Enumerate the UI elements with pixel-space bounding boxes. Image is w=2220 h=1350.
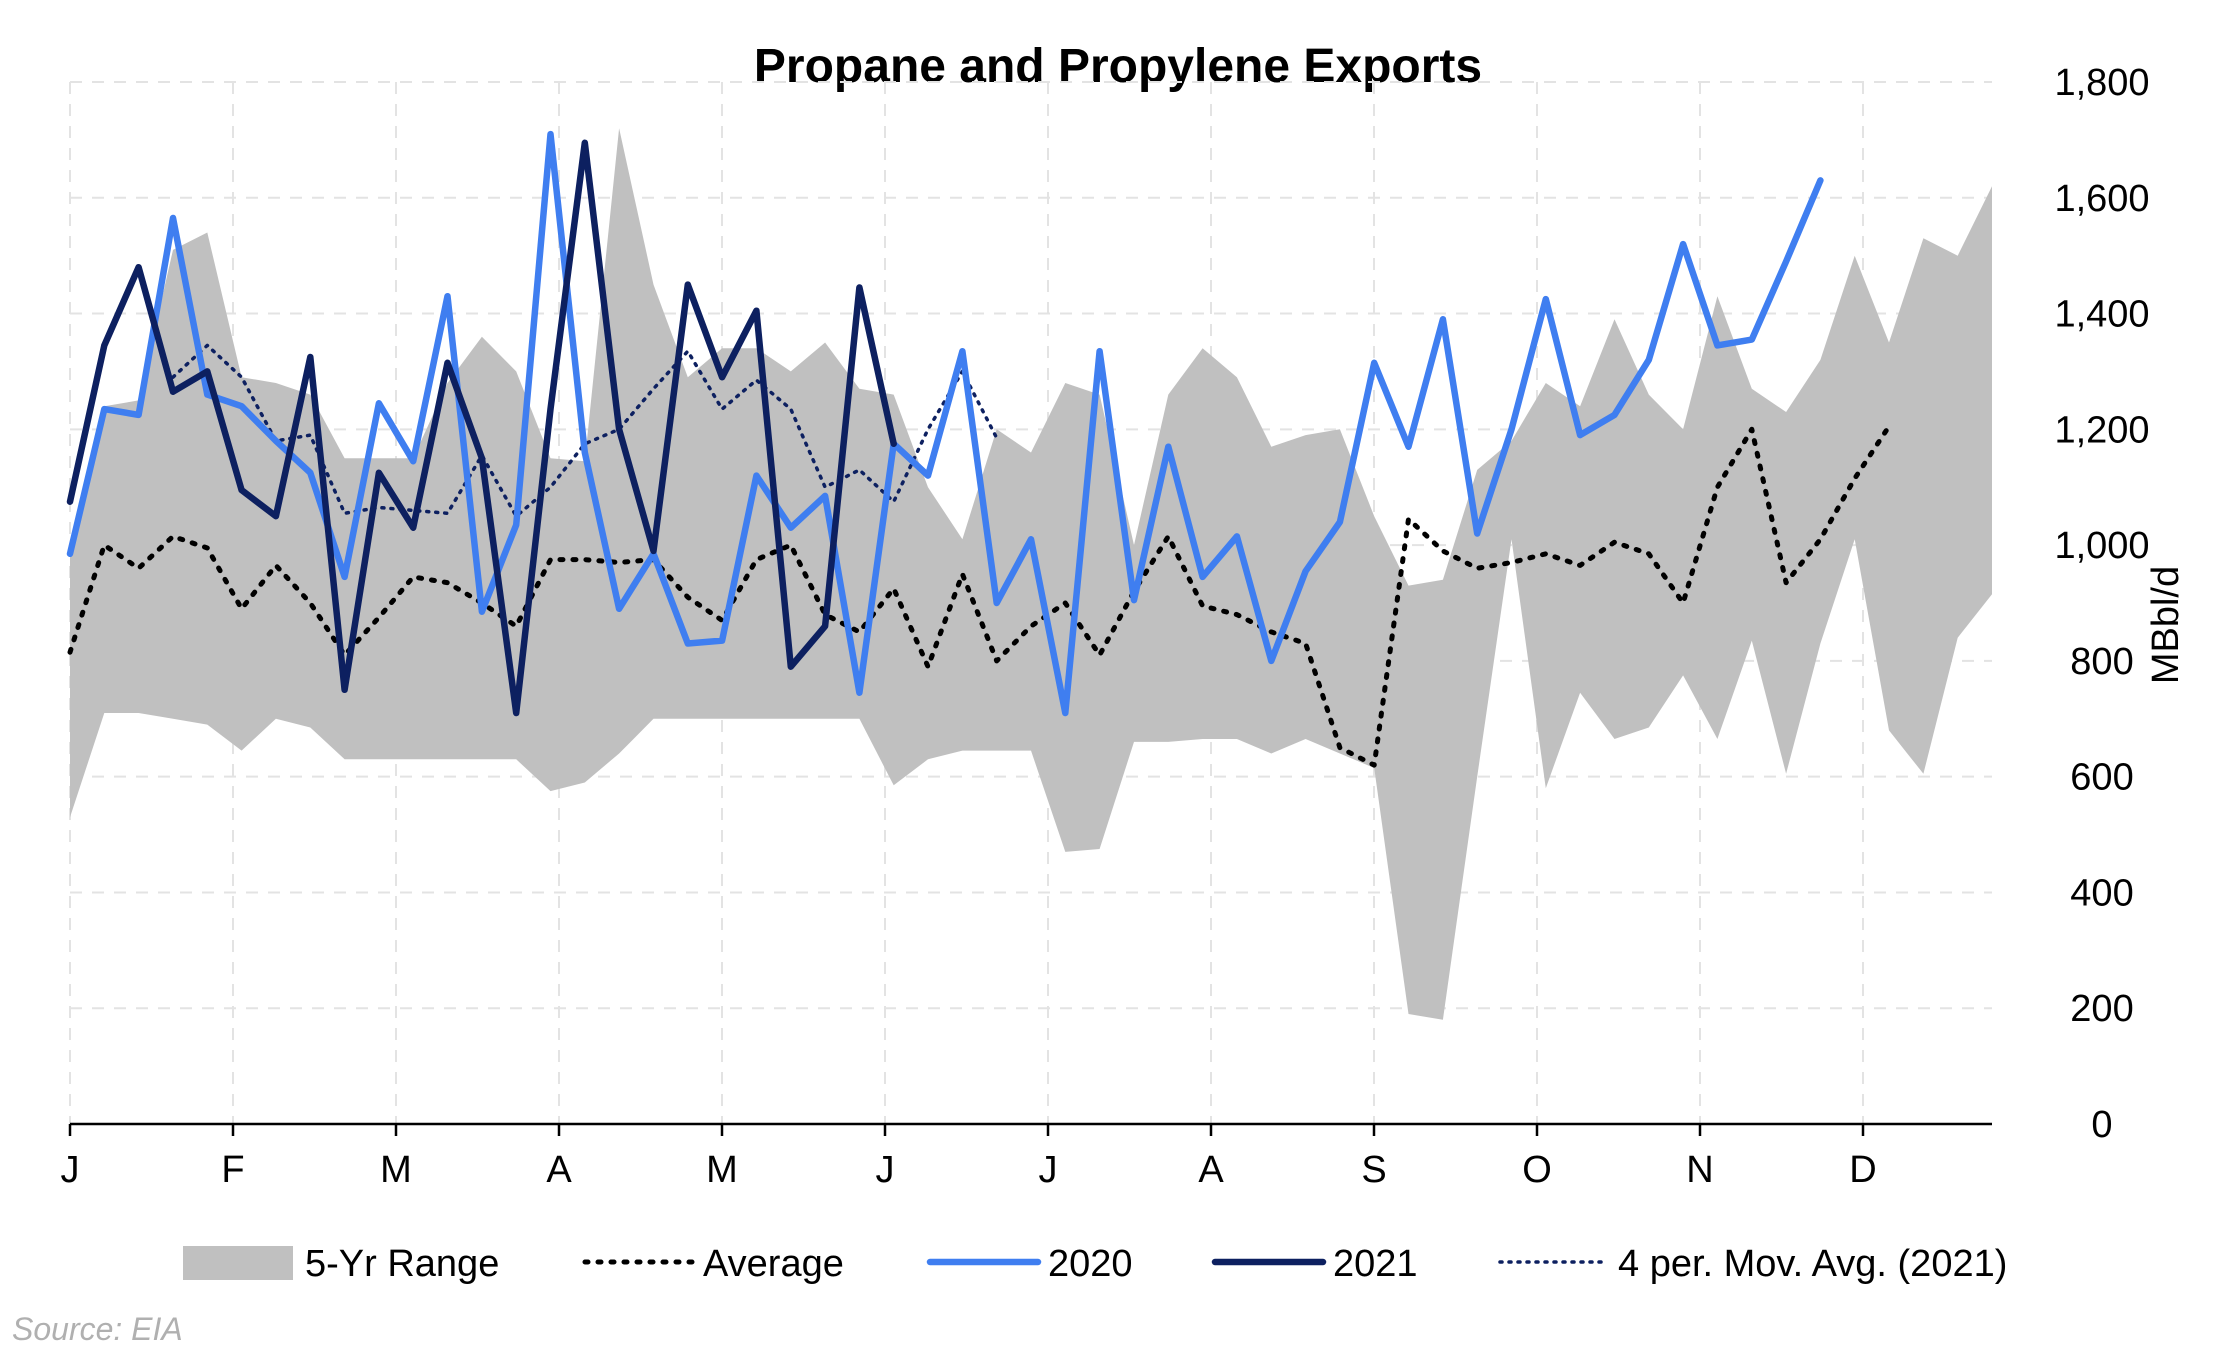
series-line-4-per-mov-avg-2021: [171, 343, 999, 518]
legend-item: 5-Yr Range: [183, 1243, 499, 1285]
y-tick-label: 400: [2070, 872, 2133, 914]
x-tick-label: N: [1686, 1149, 1713, 1191]
legend-item: 4 per. Mov. Avg. (2021): [1498, 1243, 2007, 1285]
legend: 5-Yr Range Average 2020 2021 4 per. Mov. Avg…: [183, 1243, 2007, 1285]
legend-label: 4 per. Mov. Avg. (2021): [1618, 1243, 2007, 1285]
x-tick-label: J: [876, 1149, 895, 1191]
legend-label: 2021: [1333, 1243, 1418, 1285]
x-tick-label: M: [706, 1149, 738, 1191]
legend-item: Average: [582, 1243, 844, 1285]
five-year-range-layer: [70, 128, 1992, 1020]
series-line-2021: [66, 139, 897, 717]
source-note: Source: EIA: [12, 1311, 183, 1347]
gridlines: [69, 81, 1992, 1124]
legend-label: 5-Yr Range: [305, 1243, 499, 1285]
y-tick-label: 1,600: [2054, 178, 2149, 220]
legend-item: 2021: [1211, 1243, 1418, 1285]
y-tick-label: 1,800: [2054, 62, 2149, 104]
y-tick-label: 200: [2070, 988, 2133, 1030]
x-tick-label: M: [380, 1149, 412, 1191]
x-axis: [68, 1122, 1992, 1136]
x-tick-label: A: [546, 1149, 572, 1191]
y-tick-label: 800: [2070, 641, 2133, 683]
legend-label: Average: [703, 1243, 844, 1285]
y-tick-label: 1,400: [2054, 294, 2149, 336]
series-layer: [66, 130, 1892, 768]
series-line-average: [67, 423, 1892, 768]
x-tick-label: J: [61, 1149, 80, 1191]
y-tick-label: 1,200: [2054, 409, 2149, 451]
y-axis-label: MBbl/d: [2145, 566, 2187, 684]
legend-swatch-range: [183, 1246, 293, 1280]
series-line-2020: [66, 130, 1824, 717]
x-tick-label: F: [221, 1149, 244, 1191]
x-tick-label: A: [1198, 1149, 1224, 1191]
x-tick-label: D: [1849, 1149, 1876, 1191]
chart-title: Propane and Propylene Exports: [754, 40, 1482, 93]
legend-item: 2020: [926, 1243, 1133, 1285]
x-tick-label: J: [1039, 1149, 1058, 1191]
y-axis-tick-labels: 0 200 400 600 800 1,000 1,200 1,400 1,600 1,800: [2054, 62, 2149, 1146]
five-year-range-area: [70, 128, 1992, 1020]
y-tick-label: 1,000: [2054, 525, 2149, 567]
legend-label: 2020: [1048, 1243, 1133, 1285]
y-tick-label: 600: [2070, 757, 2133, 799]
x-tick-label: S: [1361, 1149, 1386, 1191]
x-tick-label: O: [1522, 1149, 1552, 1191]
y-tick-label: 0: [2091, 1104, 2112, 1146]
